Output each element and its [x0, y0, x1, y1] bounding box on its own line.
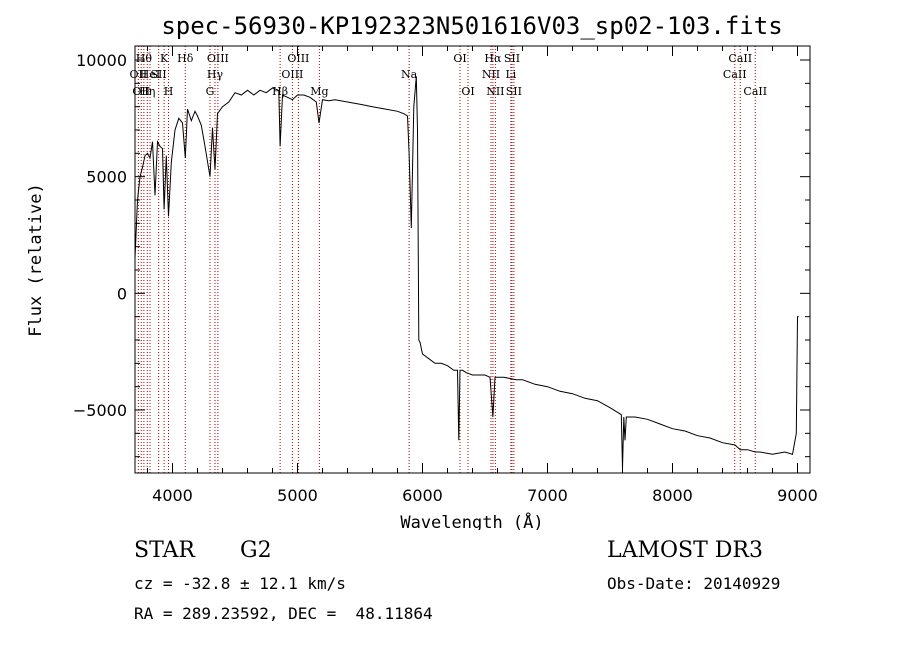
- line-label-2: Hθ: [136, 52, 153, 65]
- object-class: STAR: [134, 538, 195, 563]
- line-label-4: HeI: [140, 68, 160, 81]
- line-label-10: Hγ: [207, 68, 224, 81]
- spectral-line-labels: OIIOIIHθHηHeISIIKHHδGHγOIIIHβOIIIOIIIMgN…: [130, 52, 768, 98]
- x-tick-label-0: 4000: [152, 486, 193, 505]
- line-label-12: Hβ: [272, 85, 288, 98]
- line-label-17: OI: [453, 52, 466, 65]
- line-label-0: OII: [130, 68, 148, 81]
- line-label-23: SII: [504, 52, 520, 65]
- x-axis-label: Wavelength (Å): [400, 511, 543, 530]
- y-tick-label-2: 5000: [86, 168, 127, 187]
- line-label-7: H: [164, 85, 174, 98]
- line-label-8: Hδ: [177, 52, 194, 65]
- spectral-line-markers: [137, 46, 756, 473]
- line-label-1: OII: [132, 85, 150, 98]
- y-axis-ticks: −5000 0 5000 10000: [73, 51, 810, 458]
- line-label-26: CaII: [728, 52, 752, 65]
- line-label-19: NII: [482, 68, 500, 81]
- line-label-5: SII: [151, 68, 167, 81]
- line-label-3: Hη: [139, 85, 155, 98]
- line-label-15: Mg: [310, 85, 328, 98]
- line-label-11: OIII: [207, 52, 229, 65]
- y-tick-label-1: 0: [117, 284, 127, 303]
- plot-frame: [134, 45, 811, 474]
- line-label-9: G: [206, 85, 215, 98]
- line-label-16: Na: [401, 68, 418, 81]
- object-subclass: G2: [240, 538, 272, 563]
- line-label-14: OIII: [287, 52, 309, 65]
- line-label-20: Hα: [484, 52, 502, 65]
- x-tick-label-2: 6000: [402, 486, 443, 505]
- y-tick-label-3: 10000: [76, 51, 127, 70]
- spectrum-chart: spec-56930-KP192323N501616V03_sp02-103.f…: [26, 12, 818, 530]
- chart-title: spec-56930-KP192323N501616V03_sp02-103.f…: [161, 12, 782, 40]
- line-label-18: OI: [461, 85, 474, 98]
- ra-dec-coordinates: RA = 289.23592, DEC = 48.11864: [134, 604, 433, 623]
- line-label-6: K: [160, 52, 169, 65]
- redshift-cz: cz = -32.8 ± 12.1 km/s: [134, 574, 346, 593]
- y-axis-label: Flux (relative): [26, 183, 46, 337]
- line-label-24: SII: [506, 85, 522, 98]
- observation-date: Obs-Date: 20140929: [607, 574, 781, 593]
- line-label-25: CaII: [723, 68, 747, 81]
- spectrum-line: [134, 76, 799, 469]
- x-tick-label-1: 5000: [277, 486, 318, 505]
- x-tick-label-4: 8000: [652, 486, 693, 505]
- x-tick-label-5: 9000: [777, 486, 818, 505]
- line-label-27: CaII: [743, 85, 767, 98]
- line-label-21: NII: [486, 85, 504, 98]
- line-label-13: OIII: [281, 68, 303, 81]
- x-tick-label-3: 7000: [527, 486, 568, 505]
- x-axis-ticks: 4000 5000 6000 7000 8000 9000: [147, 46, 818, 505]
- survey-name: LAMOST DR3: [607, 538, 763, 563]
- line-label-22: Li: [505, 68, 516, 81]
- y-tick-label-0: −5000: [73, 401, 127, 420]
